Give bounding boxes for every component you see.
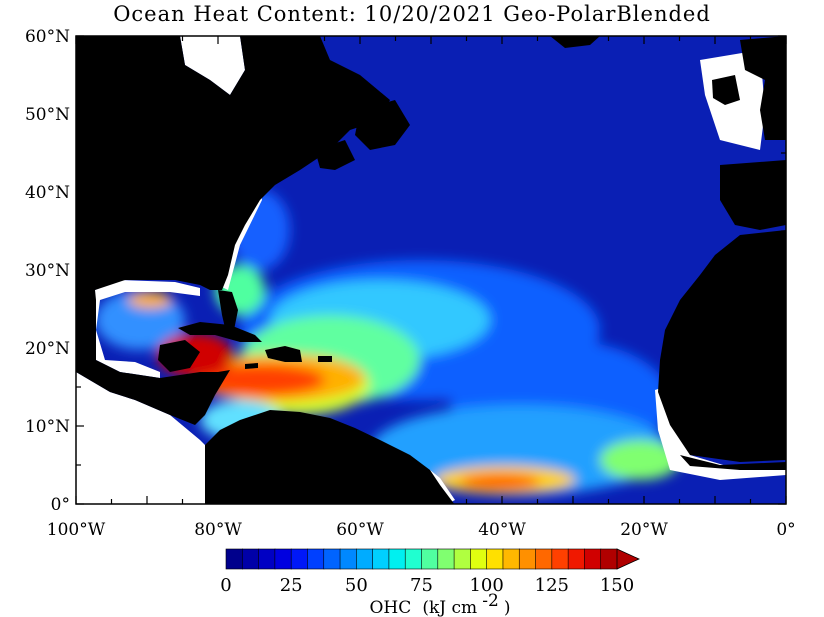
colorbar-swatch	[404, 548, 423, 570]
colorbar-swatch	[486, 548, 504, 570]
lon-tick-label: 100°W	[47, 520, 106, 540]
lon-tick-label: 40°W	[478, 520, 526, 540]
ohc-equatorial-orange	[460, 474, 540, 490]
colorbar-swatch	[307, 548, 325, 570]
land-south-america	[205, 410, 455, 504]
colorbar-swatch	[518, 548, 537, 570]
land-cuba	[178, 322, 262, 342]
lat-tick-label: 60°N	[25, 27, 70, 47]
colorbar-swatch	[600, 548, 618, 570]
colorbar-swatch	[437, 548, 455, 570]
colorbar-tick-label: 0	[220, 575, 231, 596]
colorbar-swatch	[535, 548, 553, 570]
land	[76, 36, 786, 504]
land-yucatan	[158, 340, 200, 372]
colorbar-swatch	[453, 548, 471, 570]
land-puerto-rico	[318, 356, 332, 362]
colorbar-tick-label: 100	[469, 575, 503, 596]
land-africa	[658, 230, 786, 462]
lat-tick-label: 50°N	[25, 105, 70, 125]
land-north-america	[76, 36, 390, 425]
colorbar-swatch	[372, 548, 390, 570]
land-europe	[740, 36, 786, 140]
colorbar-swatch	[290, 548, 309, 570]
land-ireland	[712, 75, 740, 105]
colorbar-swatch	[502, 548, 520, 570]
lat-tick-label: 20°N	[25, 339, 70, 359]
colorbar-swatch	[339, 548, 357, 570]
colorbar-labels: 0 25 50 75 100 125 150	[220, 575, 634, 596]
land-gulf-guinea	[680, 455, 786, 470]
no-data-amazon	[430, 470, 455, 504]
colorbar-tick-label: 25	[280, 575, 303, 596]
colorbar-swatch	[241, 548, 260, 570]
colorbar-swatch	[356, 548, 374, 570]
lon-tick-label: 60°W	[336, 520, 384, 540]
lat-tick-label: 10°N	[25, 417, 70, 437]
lat-tick-label: 0°	[51, 495, 70, 515]
colorbar	[225, 548, 640, 570]
lat-tick-label: 30°N	[25, 261, 70, 281]
colorbar-arrow	[616, 548, 640, 570]
lon-tick-label: 80°W	[194, 520, 242, 540]
land-hispaniola	[265, 346, 302, 362]
colorbar-tick-label: 125	[535, 575, 569, 596]
no-data-hudson	[180, 36, 245, 95]
colorbar-tick-label: 50	[345, 575, 368, 596]
land-iberia	[720, 160, 786, 230]
land-florida	[218, 290, 238, 332]
colorbar-swatch	[567, 548, 586, 570]
colorbar-swatch	[274, 548, 292, 570]
lon-tick-label: 20°W	[620, 520, 668, 540]
land-newfoundland	[355, 100, 410, 150]
colorbar-unit-label: OHC (kJ cm -2 )	[369, 591, 510, 617]
land-jamaica	[245, 363, 258, 369]
axis-ticks	[75, 35, 787, 505]
map-field	[76, 36, 786, 504]
colorbar-swatch	[388, 548, 406, 570]
ohc-loop-current	[128, 292, 172, 308]
colorbar-tick-label: 150	[600, 575, 634, 596]
colorbar-swatch	[470, 548, 488, 570]
ohc-band-equatorial	[370, 405, 670, 495]
colorbar-swatch	[421, 548, 439, 570]
colorbar-swatch	[584, 548, 602, 570]
land-nova-scotia	[315, 140, 355, 170]
colorbar-swatch	[323, 548, 341, 570]
no-data-gulf-coast	[95, 280, 200, 378]
lon-tick-label: 0°	[776, 520, 795, 540]
axis-labels: 60°N 50°N 40°N 30°N 20°N 10°N 0° 100°W 80°W 60°W 4…	[25, 27, 796, 540]
colorbar-swatch	[258, 548, 276, 570]
lat-tick-label: 40°N	[25, 183, 70, 203]
no-data-west-africa	[655, 385, 786, 480]
colorbar-tick-label: 75	[410, 575, 433, 596]
land-greenland	[550, 36, 600, 48]
colorbar-swatch	[551, 548, 569, 570]
map-title: Ocean Heat Content: 10/20/2021 Geo-Polar…	[113, 2, 711, 26]
colorbar-swatch	[225, 548, 243, 570]
ohc-gulf-guinea	[600, 440, 680, 480]
